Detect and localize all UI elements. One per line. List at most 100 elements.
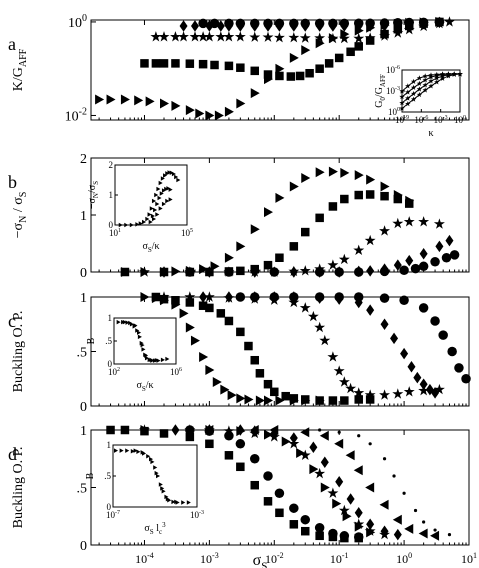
inset-x-label: κ [428, 128, 433, 139]
data-point [199, 264, 209, 275]
series-circle [198, 17, 445, 29]
data-point [418, 528, 428, 539]
data-point [392, 514, 402, 525]
data-point [422, 520, 426, 524]
inset-point [167, 170, 172, 175]
data-point [335, 476, 344, 488]
y-axis-label: K/GAFF [11, 48, 29, 91]
inset-point [160, 176, 165, 181]
data-point [419, 248, 428, 260]
data-point [289, 266, 298, 278]
data-point [334, 438, 344, 449]
data-point [403, 216, 415, 227]
inset-x-tick-label: 10-3 [434, 115, 448, 125]
inset-point [405, 83, 411, 89]
inset-y-tick-label: 0 [107, 502, 112, 512]
inset-x-label: σS/κ [136, 380, 153, 393]
data-point [366, 518, 375, 531]
inset-point [141, 347, 146, 352]
data-point [332, 498, 342, 509]
y-tick-label: 100 [68, 13, 87, 31]
data-point [353, 292, 364, 302]
inset-point [133, 448, 138, 453]
inset-point [161, 201, 166, 207]
x-tick-label: 10-4 [135, 551, 154, 566]
data-point [286, 72, 296, 81]
inset-point [422, 77, 428, 83]
data-point [418, 216, 430, 227]
data-point [195, 108, 205, 119]
data-point [288, 32, 300, 43]
inset-c: 102 106 0 .5 1 σS/κ B [86, 313, 182, 393]
data-point [140, 59, 149, 68]
data-point [365, 36, 375, 45]
data-point [151, 292, 161, 302]
data-point [338, 32, 350, 44]
inset-point [186, 500, 191, 505]
data-point [203, 31, 215, 42]
data-point [120, 425, 130, 435]
data-point [309, 441, 318, 453]
data-point [106, 94, 116, 105]
data-point [120, 267, 130, 277]
data-point [324, 59, 334, 68]
series-diamond [199, 291, 440, 399]
data-point [393, 194, 403, 204]
inset-y-tick-label: 1 [108, 313, 113, 323]
data-point [404, 523, 414, 534]
data-point [263, 395, 273, 406]
data-point [214, 110, 224, 121]
data-point [227, 428, 231, 432]
data-point [340, 29, 350, 40]
inset-point [140, 450, 145, 455]
data-point [289, 18, 299, 29]
y-tick-label: 0 [80, 400, 87, 415]
data-point [224, 451, 234, 460]
panel-b: b−σN / σS 0 1 2 101 105 0 1 2 σS/κ −σN/σS [8, 152, 470, 281]
data-point [314, 321, 326, 333]
inset-point [153, 207, 158, 213]
inset-point [156, 186, 161, 192]
data-point [400, 347, 409, 360]
inset-point [128, 320, 133, 326]
data-point [315, 213, 324, 223]
data-point [235, 292, 246, 302]
data-point [319, 334, 331, 346]
data-point [418, 17, 429, 28]
data-point [159, 59, 169, 68]
data-point [249, 454, 260, 464]
data-point [171, 59, 180, 68]
data-point [171, 100, 181, 111]
data-point [365, 18, 375, 28]
data-point [342, 511, 352, 522]
data-point [190, 335, 200, 346]
data-point [449, 250, 460, 260]
data-point [289, 242, 299, 251]
inset-point [151, 216, 157, 222]
inset-point [451, 71, 457, 77]
inset-point [161, 188, 166, 193]
inset-point [174, 174, 179, 180]
data-point [392, 474, 396, 478]
data-point [366, 174, 376, 185]
data-point [160, 266, 169, 278]
data-point [315, 64, 324, 73]
data-point [205, 266, 214, 278]
inset-point [165, 198, 170, 204]
data-point [244, 341, 253, 351]
data-point [392, 27, 404, 38]
inset-x-tick-label: 10-6 [414, 115, 428, 125]
data-point [223, 31, 235, 42]
inset-point [156, 473, 161, 479]
inset-point [125, 448, 130, 453]
data-point [145, 96, 155, 107]
data-point [263, 260, 273, 270]
data-point [236, 63, 245, 72]
data-point [327, 487, 339, 498]
inset-point [176, 177, 181, 183]
inset-point [169, 170, 174, 176]
inset-point [156, 358, 161, 363]
data-point [269, 292, 280, 302]
